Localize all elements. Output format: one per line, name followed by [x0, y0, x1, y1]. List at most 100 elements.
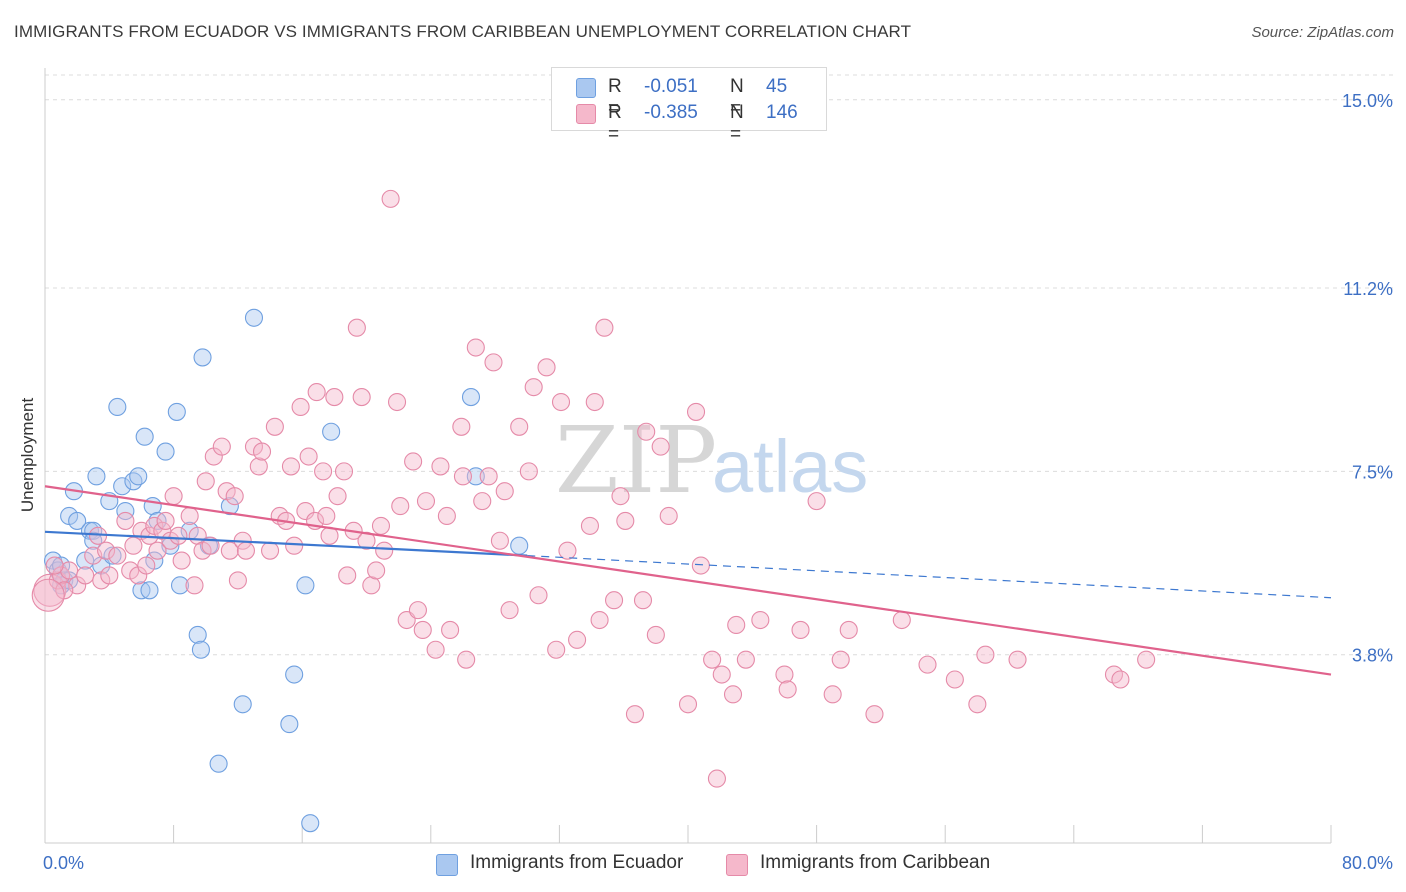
point-caribbean: [225, 487, 244, 506]
point-caribbean: [299, 447, 318, 466]
chart-title: IMMIGRANTS FROM ECUADOR VS IMMIGRANTS FR…: [14, 22, 912, 41]
point-ecuador: [135, 427, 154, 446]
point-ecuador: [116, 501, 135, 521]
point-ecuador: [280, 715, 299, 734]
point-caribbean: [375, 541, 394, 560]
x-tick-label-min: 0.0%: [43, 853, 84, 873]
point-caribbean: [100, 566, 119, 585]
bottom-legend-label: Immigrants from Caribbean: [760, 852, 991, 873]
point-caribbean: [252, 442, 272, 461]
legend-n-label: N =: [730, 102, 744, 145]
point-caribbean: [823, 685, 842, 704]
point-caribbean: [228, 571, 247, 590]
point-ecuador: [285, 665, 304, 684]
point-caribbean: [751, 610, 770, 630]
point-ecuador: [301, 814, 320, 833]
bottom-legend-swatch-caribbean: [726, 854, 748, 876]
point-ecuador: [129, 467, 148, 486]
point-ecuador: [209, 754, 228, 773]
point-caribbean: [510, 417, 529, 436]
point-caribbean: [367, 561, 386, 580]
point-ecuador: [296, 576, 315, 595]
point-caribbean: [723, 685, 743, 704]
point-caribbean: [212, 437, 231, 456]
point-ecuador: [191, 640, 210, 659]
point-caribbean: [317, 506, 336, 526]
point-ecuador: [233, 695, 252, 714]
point-caribbean: [60, 561, 79, 580]
point-caribbean: [236, 541, 255, 560]
point-caribbean: [807, 492, 826, 511]
point-caribbean: [791, 620, 810, 639]
point-caribbean: [408, 601, 427, 620]
point-ecuador: [87, 467, 106, 486]
legend-r-value: -0.051: [644, 76, 698, 97]
point-caribbean: [1111, 670, 1130, 689]
point-caribbean: [473, 492, 492, 511]
point-caribbean: [595, 318, 614, 337]
point-caribbean: [490, 531, 509, 550]
point-caribbean: [156, 511, 175, 530]
point-caribbean: [466, 338, 485, 357]
point-caribbean: [637, 422, 656, 441]
point-ecuador: [113, 477, 132, 496]
point-caribbean: [172, 551, 191, 570]
point-caribbean: [537, 358, 556, 377]
legend-swatch-caribbean: [576, 104, 596, 124]
point-caribbean: [590, 610, 609, 630]
point-caribbean: [416, 492, 436, 511]
bottom-legend-label: Immigrants from Ecuador: [470, 852, 684, 873]
point-caribbean: [976, 645, 995, 664]
bottom-legend-swatch-ecuador: [436, 854, 458, 876]
tick-labels: 3.8% 7.5% 11.2% 15.0% 0.0% 80.0%: [43, 91, 1393, 873]
point-ecuador: [140, 581, 159, 600]
point-caribbean: [1008, 650, 1027, 669]
y-tick-label: 3.8%: [1352, 646, 1393, 666]
point-caribbean: [831, 650, 850, 669]
x-tick-label-max: 80.0%: [1342, 853, 1393, 873]
legend-r-label: R =: [608, 102, 622, 145]
point-caribbean: [180, 506, 199, 526]
point-caribbean: [437, 506, 456, 526]
point-caribbean: [839, 620, 858, 639]
point-caribbean: [519, 462, 538, 481]
watermark: ZIP atlas: [555, 407, 868, 514]
point-caribbean: [164, 487, 183, 506]
point-caribbean: [387, 392, 407, 412]
point-caribbean: [260, 541, 280, 560]
y-tick-label: 11.2%: [1343, 279, 1393, 299]
point-caribbean: [452, 417, 471, 436]
trend-line-ecuador-extension: [527, 555, 1332, 599]
point-caribbean: [918, 655, 937, 674]
point-caribbean: [196, 472, 215, 491]
legend-n-value: 45: [766, 76, 788, 97]
point-caribbean: [314, 462, 333, 481]
point-caribbean: [97, 541, 116, 560]
y-tick-label: 7.5%: [1352, 462, 1393, 482]
point-caribbean: [328, 487, 347, 506]
point-caribbean: [678, 695, 698, 714]
point-ecuador: [461, 388, 481, 407]
point-caribbean: [616, 511, 635, 530]
legend-r-value: -0.385: [644, 102, 698, 123]
point-ecuador: [322, 422, 341, 441]
point-caribbean: [124, 536, 143, 555]
point-caribbean: [108, 546, 127, 565]
point-caribbean: [137, 556, 156, 575]
trend-lines: [44, 485, 1332, 676]
point-caribbean: [76, 566, 95, 585]
point-caribbean: [524, 378, 543, 397]
point-caribbean: [404, 452, 423, 471]
point-ecuador: [124, 472, 143, 491]
point-caribbean: [338, 566, 357, 585]
point-caribbean: [633, 591, 653, 610]
point-caribbean: [568, 630, 587, 649]
point-caribbean: [265, 417, 284, 436]
point-caribbean: [45, 556, 64, 575]
point-ecuador: [84, 531, 103, 550]
point-caribbean: [31, 578, 65, 612]
point-caribbean: [169, 526, 188, 545]
trend-line-caribbean: [44, 485, 1332, 676]
point-ecuador: [466, 467, 485, 486]
